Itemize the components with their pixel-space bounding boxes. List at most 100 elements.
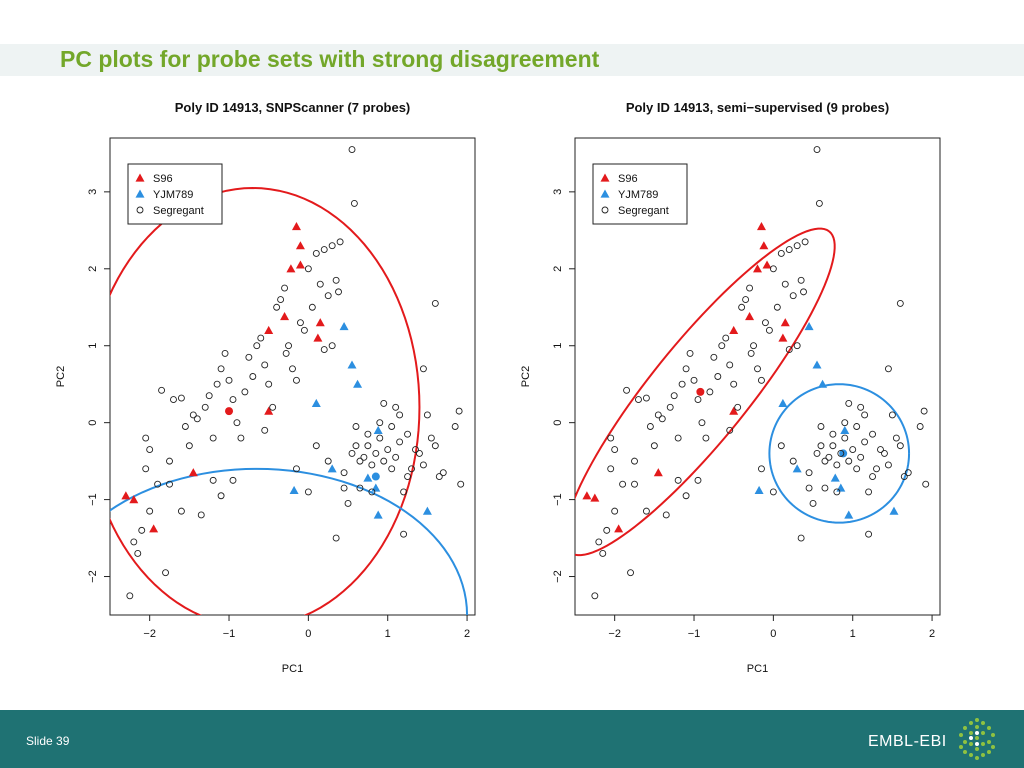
segregant-point: [193, 415, 201, 423]
segregant-point: [837, 449, 845, 457]
segregant-point: [392, 453, 400, 461]
s96-point: [729, 325, 739, 334]
segregant-point: [229, 396, 237, 404]
segregant-point: [884, 365, 892, 373]
s96-point: [121, 491, 131, 500]
segregant-point: [185, 442, 193, 450]
segregant-point: [376, 419, 384, 427]
segregant-point: [209, 434, 217, 442]
segregant-point: [245, 353, 253, 361]
segregant-point: [595, 538, 603, 546]
segregant-point: [726, 426, 734, 434]
segregant-point: [419, 365, 427, 373]
x-tick-label: 1: [385, 628, 391, 640]
segregant-point: [747, 349, 755, 357]
segregant-point: [607, 434, 615, 442]
segregant-point: [431, 299, 439, 307]
segregant-point: [257, 334, 265, 342]
segregant-point: [269, 403, 277, 411]
y-tick-label: −2: [552, 570, 564, 583]
segregant-point: [368, 488, 376, 496]
s96-point: [778, 333, 788, 342]
segregant-point: [277, 296, 285, 304]
yjm789-centroid-point: [839, 449, 848, 458]
slide-title: PC plots for probe sets with strong disa…: [60, 46, 600, 72]
s96-point: [129, 495, 139, 504]
s96-point: [286, 264, 296, 273]
segregant-point: [809, 499, 817, 507]
segregant-point: [800, 288, 807, 296]
segregant-point: [627, 569, 634, 577]
segregant-point: [289, 365, 296, 373]
s96-point: [729, 406, 739, 415]
y-tick-label: 1: [87, 343, 99, 349]
segregant-point: [350, 199, 358, 207]
segregant-point: [201, 403, 209, 411]
segregant-point: [249, 373, 257, 380]
x-tick-label: 0: [770, 628, 776, 640]
embl-ebi-logo-icon: [959, 718, 995, 760]
segregant-point: [642, 394, 650, 402]
segregant-point: [789, 457, 797, 465]
segregant-point: [352, 442, 360, 450]
segregant-point: [166, 480, 173, 488]
segregant-point: [722, 334, 730, 342]
segregant-point: [261, 361, 269, 369]
x-tick-label: −1: [688, 628, 701, 640]
segregant-point: [177, 394, 185, 402]
segregant-point: [821, 457, 829, 465]
segregant-point: [364, 442, 372, 450]
segregant-point: [181, 423, 189, 430]
yjm789-point: [373, 425, 383, 434]
segregant-point: [320, 246, 328, 254]
yjm789-point: [818, 379, 828, 388]
segregant-point: [746, 284, 754, 292]
segregant-point: [813, 146, 821, 153]
segregant-point: [142, 465, 150, 473]
yjm789-point: [353, 379, 363, 388]
legend-box: [127, 163, 223, 225]
segregant-point: [670, 392, 678, 400]
segregant-point: [900, 473, 908, 480]
segregant-point: [650, 442, 658, 450]
segregant-point: [853, 465, 861, 473]
x-tick-label: 2: [464, 628, 470, 640]
segregant-point: [892, 434, 900, 442]
segregant-point: [662, 511, 670, 519]
segregant-point: [134, 550, 142, 557]
yjm789-point: [889, 506, 899, 515]
yjm789-point: [844, 510, 854, 519]
y-tick-label: 2: [552, 266, 564, 272]
segregant-point: [170, 396, 177, 404]
s96-point: [295, 241, 305, 250]
segregant-point: [340, 469, 348, 477]
segregant-point: [793, 242, 801, 250]
segregant-point: [455, 407, 463, 415]
x-tick-label: 2: [929, 628, 935, 640]
legend-label-segregant: Segregant: [153, 205, 204, 217]
segregant-point: [797, 276, 805, 284]
segregant-point: [419, 461, 427, 469]
segregant-point: [221, 349, 229, 357]
segregant-point: [368, 461, 376, 469]
segregant-point: [611, 446, 619, 454]
left-scatter-chart: Poly ID 14913, SNPScanner (7 probes) −2 −1…: [55, 100, 476, 675]
segregant-point: [416, 449, 423, 457]
segregant-point: [646, 423, 654, 430]
y-tick-label: −1: [552, 493, 564, 506]
s96-point: [753, 264, 762, 273]
s96-point: [315, 318, 325, 327]
segregant-point: [451, 423, 459, 430]
segregant-point: [726, 361, 734, 369]
s96-centroid-point: [696, 387, 705, 396]
y-tick-label: 3: [552, 189, 564, 195]
segregant-point: [348, 146, 356, 153]
segregant-point: [861, 411, 869, 419]
segregant-point: [364, 430, 372, 438]
segregant-point: [304, 488, 312, 496]
segregant-point: [758, 465, 765, 473]
segregant-point: [865, 530, 873, 538]
segregant-point: [777, 442, 785, 450]
segregant-point: [328, 242, 336, 250]
segregant-point: [635, 396, 642, 404]
